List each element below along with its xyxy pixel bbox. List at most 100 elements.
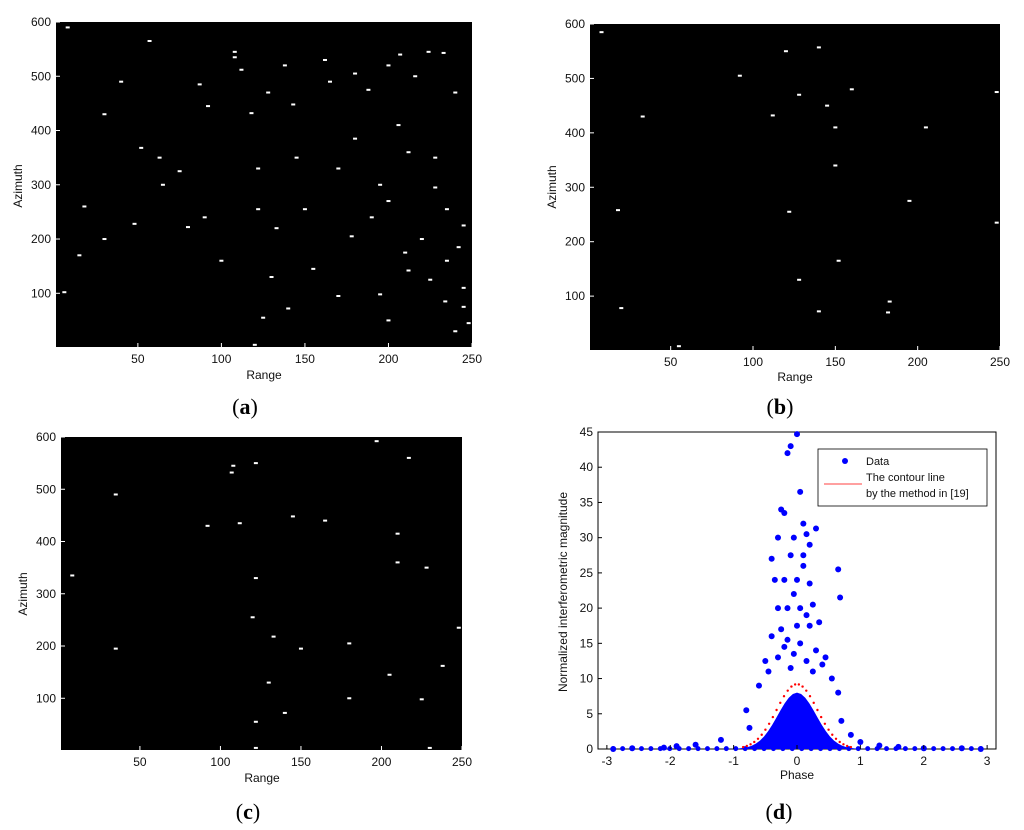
bright-pixel-a-37 <box>327 80 332 83</box>
baseline-point-10 <box>704 746 710 752</box>
data-density-core <box>632 692 962 749</box>
x-axis-label-a: Range <box>246 368 282 382</box>
y-tick-label-a-5: 600 <box>31 15 51 29</box>
x-tick-label-b-4: 250 <box>990 355 1010 369</box>
bright-pixel-c-0 <box>231 464 236 467</box>
legend-label-data: Data <box>866 456 890 468</box>
legend-label-contour-line1: The contour line <box>866 472 945 484</box>
bright-pixel-b-7 <box>770 114 775 117</box>
bright-pixel-a-18 <box>274 227 279 230</box>
baseline-point-16 <box>761 746 767 752</box>
data-point-33 <box>774 654 781 661</box>
bright-pixel-a-54 <box>369 216 374 219</box>
y-tick-label-d-4: 20 <box>580 601 594 615</box>
bright-pixel-b-16 <box>797 278 802 281</box>
bright-pixel-a-62 <box>132 222 137 225</box>
bright-pixel-a-29 <box>444 259 449 262</box>
x-ticks-d: -3 -2 -1 0 1 2 3 <box>602 745 991 768</box>
data-point-30 <box>784 636 791 643</box>
data-point-43 <box>835 689 842 696</box>
data-point-46 <box>847 731 854 738</box>
y-tick-label-b-1: 200 <box>565 235 585 249</box>
data-point-15 <box>835 566 842 573</box>
bright-pixel-a-57 <box>252 343 257 346</box>
data-point-21 <box>800 562 807 569</box>
bright-pixel-b-0 <box>599 31 604 34</box>
data-point-19 <box>794 576 800 583</box>
y-tick-label-c-5: 600 <box>36 430 56 444</box>
y-tick-label-c-4: 500 <box>36 482 56 496</box>
bright-pixel-a-63 <box>77 254 82 257</box>
y-tick-label-d-9: 45 <box>580 425 594 439</box>
contour-marker-18 <box>808 695 812 698</box>
y-tick-label-b-4: 500 <box>565 71 585 85</box>
contour-marker-11 <box>782 695 786 698</box>
bright-pixel-c-14 <box>424 566 429 569</box>
x-tick-label-a-1: 100 <box>211 352 231 366</box>
bright-pixel-a-30 <box>456 246 461 249</box>
bright-pixel-a-11 <box>160 183 165 186</box>
baseline-point-24 <box>836 746 842 752</box>
baseline-point-19 <box>789 746 795 752</box>
bright-pixel-c-4 <box>406 456 411 459</box>
x-axis-label-c: Range <box>244 771 280 785</box>
x-tick-label-d-6: 3 <box>984 754 991 768</box>
y-tick-label-c-3: 400 <box>36 535 56 549</box>
bright-pixel-a-4 <box>197 83 202 86</box>
bright-pixel-c-13 <box>395 561 400 564</box>
bright-pixel-c-25 <box>347 697 352 700</box>
bright-pixel-a-20 <box>349 235 354 238</box>
bright-pixel-a-53 <box>302 208 307 211</box>
x-tick-label-b-2: 150 <box>825 355 845 369</box>
data-point-27 <box>794 622 800 629</box>
bright-pixel-c-26 <box>419 698 424 701</box>
baseline-point-11 <box>714 746 720 752</box>
x-ticks-b: 50 100 150 200 250 <box>664 346 1010 369</box>
x-tick-label-d-2: -1 <box>728 754 739 768</box>
bright-pixel-a-51 <box>102 238 107 241</box>
plot-area-c <box>61 437 462 750</box>
contour-marker-20 <box>816 708 819 712</box>
x-axis-label-d: Phase <box>780 768 814 782</box>
legend-label-contour-line2: by the method in [19] <box>866 488 969 500</box>
bright-pixel-c-16 <box>271 635 276 638</box>
data-point-61 <box>803 612 810 619</box>
bright-pixel-b-22 <box>994 221 999 224</box>
contour-marker-9 <box>775 708 778 712</box>
x-tick-label-a-4: 250 <box>462 352 482 366</box>
baseline-point-31 <box>902 746 908 752</box>
bright-pixel-a-49 <box>294 156 299 159</box>
baseline-point-17 <box>770 746 776 752</box>
y-tick-label-d-1: 5 <box>586 707 593 721</box>
bright-pixel-a-31 <box>461 286 466 289</box>
baseline-point-34 <box>931 746 937 752</box>
data-point-14 <box>800 552 807 559</box>
x-tick-label-b-3: 200 <box>908 355 928 369</box>
bright-pixel-a-39 <box>386 64 391 67</box>
bright-pixel-a-34 <box>62 291 67 294</box>
contour-marker-4 <box>756 737 760 741</box>
bright-pixel-a-24 <box>269 276 274 279</box>
bright-pixel-a-8 <box>139 146 144 149</box>
bright-pixel-a-48 <box>413 75 418 78</box>
bright-pixel-c-15 <box>250 616 255 619</box>
y-tick-label-c-1: 200 <box>36 639 56 653</box>
data-point-62 <box>781 643 788 650</box>
contour-marker-29 <box>849 745 853 749</box>
bright-pixel-b-18 <box>887 300 892 303</box>
bright-pixel-c-9 <box>323 519 328 522</box>
contour-marker-15 <box>797 683 801 686</box>
baseline-point-22 <box>818 746 824 752</box>
bright-pixel-a-32 <box>461 305 466 308</box>
data-point-59 <box>816 619 823 626</box>
bright-pixel-a-61 <box>428 278 433 281</box>
baseline-point-35 <box>940 746 946 752</box>
data-density-fill <box>632 692 962 749</box>
contour-marker-3 <box>753 740 756 744</box>
bright-pixel-b-13 <box>615 209 620 212</box>
bright-pixel-a-13 <box>336 167 341 170</box>
y-tick-label-a-1: 200 <box>31 232 51 246</box>
bright-pixel-a-45 <box>353 137 358 140</box>
bright-pixel-b-17 <box>816 310 821 313</box>
